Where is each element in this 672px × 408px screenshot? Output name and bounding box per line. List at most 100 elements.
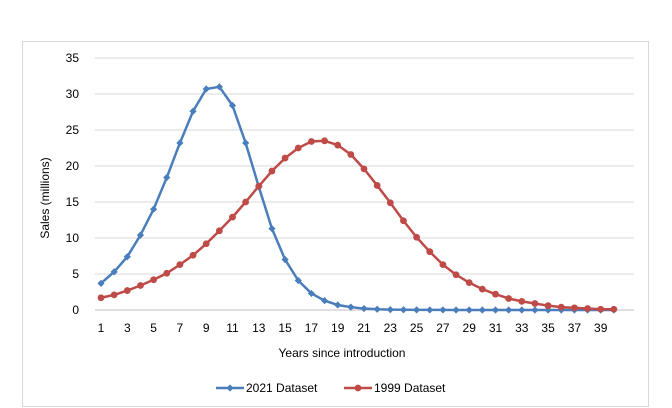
data-point [321,137,328,145]
data-point [150,276,158,284]
data-point [505,306,513,314]
data-point [215,83,223,91]
y-tick-label: 5 [72,267,79,281]
x-tick-label: 17 [305,321,319,335]
data-point [373,305,381,313]
legend-marker [354,384,362,392]
data-point [347,303,355,311]
data-point [557,303,565,311]
data-point [242,139,250,147]
series-0 [97,83,618,314]
x-tick-label: 15 [278,321,292,335]
y-tick-label: 15 [66,195,80,209]
y-tick-label: 35 [66,51,80,65]
data-point [123,253,131,261]
data-point [373,182,381,189]
data-point [110,268,118,276]
x-tick-label: 1 [98,321,105,335]
x-tick-label: 27 [436,321,450,335]
data-point [215,227,223,235]
data-point [255,182,263,190]
series-layer [97,83,618,314]
data-point [334,141,342,149]
x-tick-label: 3 [124,321,131,335]
data-point [268,167,276,175]
legend-label: 1999 Dataset [374,381,446,395]
data-point [228,101,237,110]
data-point [268,225,276,233]
data-point [163,173,171,182]
data-point [426,306,434,314]
data-point [281,256,289,264]
data-point [137,282,144,289]
x-tick-label: 23 [384,321,398,335]
data-point [242,198,250,206]
data-point [531,306,539,314]
data-point [465,279,473,287]
data-point [97,279,105,287]
y-axis-ticks: 0 5 10 15 20 25 30 35 [66,51,80,317]
data-point [478,285,486,293]
x-tick-label: 39 [594,321,608,335]
data-point [610,305,618,313]
data-point [452,271,460,279]
y-tick-label: 30 [66,87,80,101]
data-point [491,306,500,314]
series-line [100,139,614,311]
data-point [294,276,302,285]
data-point [176,261,184,269]
data-point [531,300,539,307]
data-point [544,302,552,310]
data-point [347,151,355,158]
x-tick-label: 13 [252,321,266,335]
data-point [518,306,526,314]
x-tick-label: 7 [177,321,184,335]
legend-item: 1999 Dataset [344,381,446,395]
data-point [360,165,368,173]
data-point [399,306,408,314]
x-tick-label: 33 [515,321,529,335]
x-axis-title: Years since introduction [279,346,406,360]
data-point [360,304,368,313]
data-point [386,306,394,314]
legend-label: 2021 Dataset [246,381,318,395]
data-point [439,306,447,314]
data-point [97,294,105,302]
data-point [229,213,236,221]
data-point [334,301,342,309]
x-tick-label: 29 [463,321,477,335]
data-point [320,297,329,305]
y-tick-label: 10 [66,231,80,245]
data-point [439,261,447,269]
data-point [584,305,591,312]
data-point [426,248,434,256]
data-point [492,290,499,298]
y-tick-label: 20 [66,159,80,173]
x-tick-label: 19 [331,321,345,335]
data-point [505,295,513,302]
data-point [307,289,315,298]
legend-marker [226,384,234,392]
x-tick-label: 5 [150,321,157,335]
y-axis-title: Sales (millions) [38,157,52,238]
data-point [413,233,420,241]
x-tick-label: 35 [541,321,555,335]
series-1 [97,137,618,313]
data-point [452,306,460,314]
data-point [189,107,197,115]
x-tick-label: 31 [489,321,503,335]
y-tick-label: 25 [66,123,80,137]
legend: 2021 Dataset 1999 Dataset [216,381,446,395]
chart-frame [22,41,649,407]
x-tick-label: 21 [357,321,371,335]
data-point [150,205,158,213]
data-point [294,144,302,152]
data-point [189,251,197,259]
data-point [386,199,394,207]
data-point [176,139,184,147]
data-point [478,306,486,314]
data-point [163,269,171,277]
data-point [465,306,473,314]
x-tick-label: 25 [410,321,424,335]
data-point [400,217,407,225]
